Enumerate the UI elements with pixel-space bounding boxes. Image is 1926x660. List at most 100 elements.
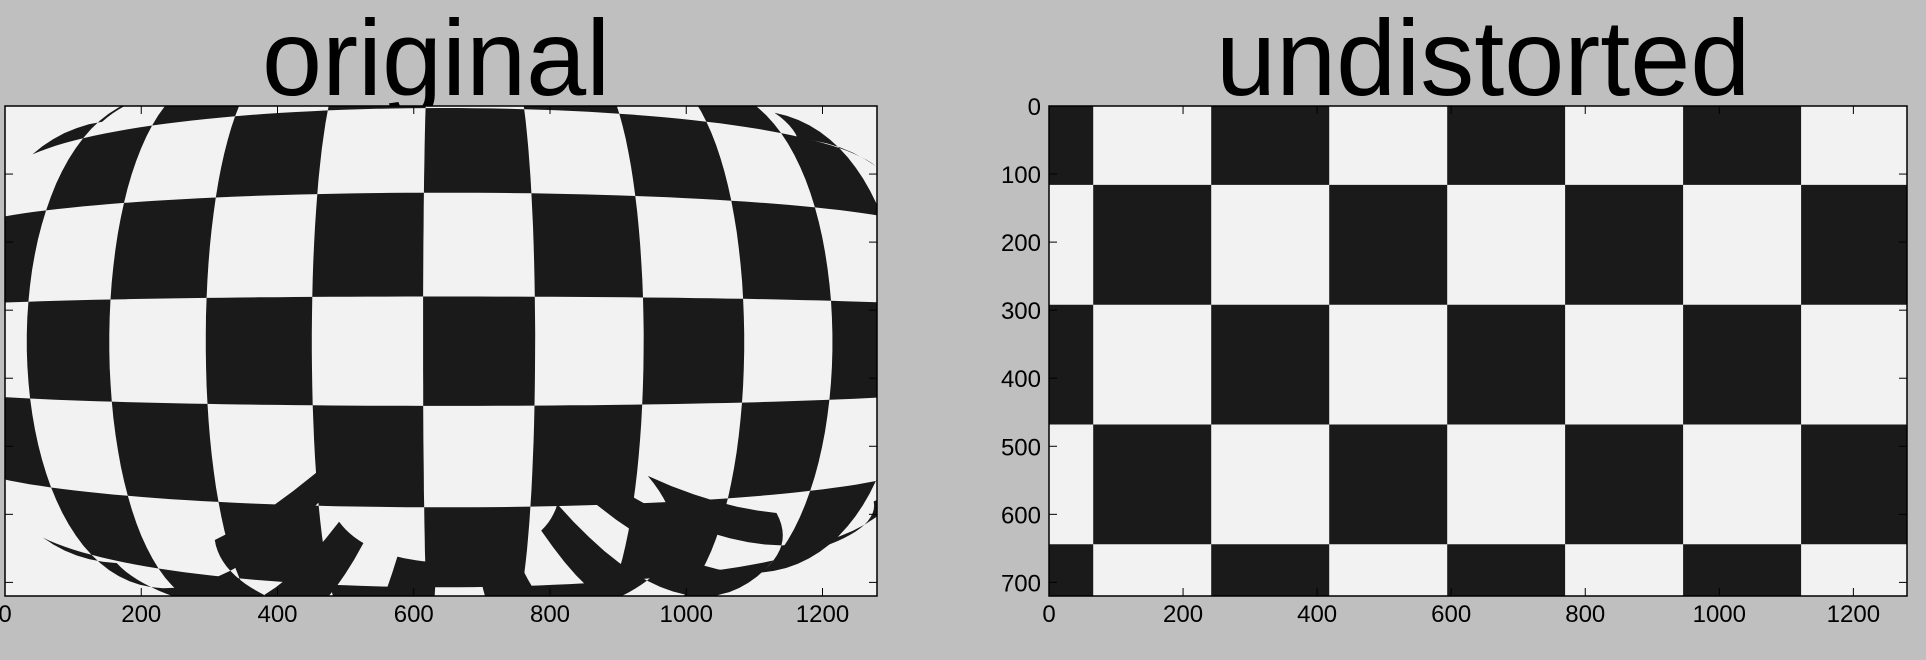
checker-square — [1919, 65, 1926, 185]
checker-square — [541, 504, 647, 596]
checker-square — [152, 106, 240, 126]
checker-square — [876, 166, 877, 168]
checker-square — [51, 487, 159, 569]
checker-square — [1683, 304, 1802, 425]
checker-square — [556, 602, 661, 627]
checker-square — [530, 404, 643, 507]
y-tick-label: 300 — [1001, 298, 1041, 325]
x-tick: 400 — [257, 106, 298, 628]
checker-square — [1049, 304, 1094, 425]
checker-square — [1565, 184, 1684, 305]
checker-square — [1801, 184, 1907, 305]
checker-square — [882, 216, 952, 306]
checker-square — [647, 475, 783, 546]
x-tick: 600 — [394, 106, 434, 628]
x-tick-label: 800 — [530, 601, 570, 628]
checker-square — [32, 106, 125, 155]
checker-square — [1211, 106, 1330, 185]
x-tick-label: 400 — [257, 601, 297, 628]
x-tick-label: 0 — [0, 601, 12, 628]
y-tick-label: 600 — [1001, 502, 1041, 529]
checker-square — [1049, 106, 1094, 185]
axes-frame — [4, 105, 878, 597]
undistorted-image-panel: 0 200 400 600 800 1000 1200 0 100 200 300 400 500 600… — [1001, 94, 1908, 628]
y-tick-label: 0 — [1028, 94, 1041, 121]
checker-square — [158, 568, 249, 596]
checker-square — [312, 192, 424, 297]
checker-square — [110, 197, 216, 300]
x-tick-label: 200 — [121, 601, 161, 628]
y-tick-label: 700 — [1001, 570, 1041, 597]
checker-square — [1211, 304, 1330, 425]
checker-square — [1447, 106, 1566, 185]
checker-square — [760, 524, 865, 573]
checker-square — [647, 552, 761, 596]
checkerboard-image — [857, 0, 1926, 660]
checker-square — [781, 133, 877, 216]
checker-square — [218, 501, 331, 585]
checker-square — [327, 106, 426, 111]
y-tick: 600 — [1001, 502, 1907, 529]
checker-square — [5, 210, 47, 303]
x-tick-label: 1200 — [796, 601, 849, 628]
x-tick-label: 1200 — [1827, 601, 1880, 628]
checker-square — [523, 106, 620, 114]
checker-square — [1211, 544, 1330, 596]
y-tick: 400 — [1001, 366, 1907, 393]
x-tick: 1000 — [660, 106, 713, 628]
checker-square — [1049, 544, 1094, 596]
panel-title-original: original — [262, 0, 611, 118]
x-tick-label: 1000 — [660, 601, 713, 628]
y-tick: 200 — [1001, 230, 1907, 257]
checker-square — [111, 401, 219, 502]
checker-square — [950, 307, 979, 392]
checker-square — [205, 296, 313, 406]
panel-title-undistorted: undistorted — [1216, 0, 1751, 118]
checker-square — [46, 125, 153, 211]
checker-square — [1801, 424, 1907, 545]
checker-square — [773, 481, 876, 561]
checker-square — [476, 549, 538, 596]
checker-square — [727, 399, 830, 499]
x-tick: 400 — [1297, 106, 1337, 628]
x-tick-label: 600 — [1431, 601, 1471, 628]
x-tick: 800 — [1565, 106, 1605, 628]
checker-square — [42, 537, 152, 588]
y-tick-label: 400 — [1001, 366, 1041, 393]
checker-square — [423, 296, 536, 406]
x-tick: 200 — [121, 106, 161, 628]
checker-square — [26, 299, 112, 402]
checker-square — [1565, 424, 1684, 545]
checkerboard-image — [5, 106, 979, 627]
checker-square — [774, 112, 877, 167]
y-tick: 0 — [1028, 94, 1907, 121]
checker-square — [829, 300, 877, 400]
checker-square — [857, 0, 975, 65]
x-tick-label: 600 — [394, 601, 434, 628]
x-tick: 1200 — [1827, 106, 1880, 628]
checker-square — [5, 397, 52, 488]
axes-frame — [1048, 105, 1908, 597]
checker-square — [1683, 106, 1802, 185]
y-tick: 100 — [1001, 162, 1907, 189]
x-tick: 0 — [1042, 106, 1056, 628]
x-tick: 1000 — [1693, 106, 1746, 628]
y-tick-label: 500 — [1001, 434, 1041, 461]
checker-square — [619, 113, 732, 201]
checker-square — [383, 556, 437, 596]
original-image-panel: 0 200 400 600 800 1000 1200 — [0, 105, 878, 628]
y-tick: 700 — [1001, 570, 1907, 597]
checker-square — [1329, 184, 1448, 305]
checker-square — [875, 478, 877, 481]
checker-square — [1093, 424, 1212, 545]
checker-square — [1919, 544, 1926, 660]
checker-square — [1447, 304, 1566, 425]
checker-square — [312, 405, 425, 508]
checker-square — [1447, 544, 1566, 596]
checker-square — [1919, 305, 1926, 425]
checker-square — [1801, 0, 1919, 65]
y-tick-label: 200 — [1001, 230, 1041, 257]
checker-square — [1093, 0, 1211, 65]
checker-square — [534, 427, 674, 553]
x-tick: 1200 — [796, 106, 849, 628]
